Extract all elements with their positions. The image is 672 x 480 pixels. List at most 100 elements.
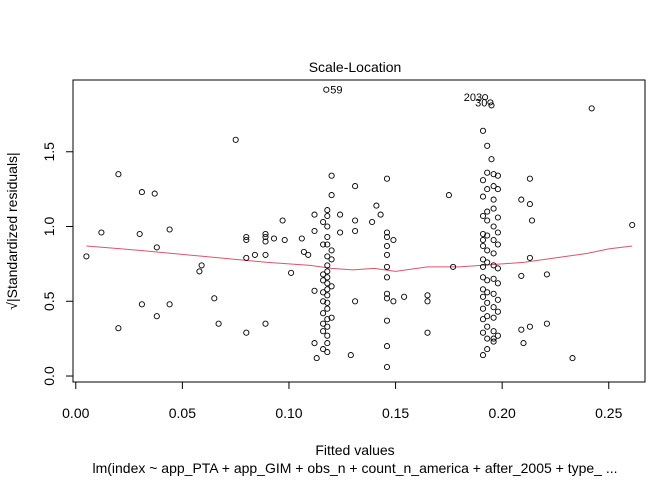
- data-point: [324, 340, 331, 347]
- data-point: [298, 235, 305, 242]
- data-point: [281, 236, 288, 244]
- data-point: [324, 292, 331, 299]
- data-point: [324, 286, 331, 293]
- x-tick-label: 0.15: [382, 405, 409, 421]
- data-point: [324, 332, 331, 339]
- x-tick-label: 0.00: [62, 405, 89, 421]
- data-point: [262, 238, 269, 245]
- data-point: [487, 99, 494, 106]
- data-point: [262, 251, 269, 258]
- data-point: [243, 233, 250, 241]
- data-point: [479, 274, 487, 281]
- data-point: [383, 295, 391, 302]
- data-point: [401, 293, 408, 300]
- data-point: [320, 241, 327, 248]
- data-point: [490, 338, 497, 345]
- data-point: [251, 251, 258, 258]
- y-tick-label: 1.0: [41, 217, 57, 237]
- data-point: [383, 317, 391, 324]
- data-point: [243, 329, 250, 336]
- data-point: [490, 290, 497, 297]
- data-point: [383, 274, 391, 281]
- x-axis: 0.00 0.05 0.10 0.15 0.20 0.25: [62, 381, 623, 421]
- data-point: [115, 171, 122, 178]
- data-point: [484, 208, 491, 215]
- data-point: [479, 212, 487, 220]
- data-point: [490, 275, 497, 282]
- data-point: [490, 328, 497, 335]
- data-point: [232, 136, 239, 143]
- data-point: [484, 277, 491, 284]
- data-point: [479, 256, 487, 263]
- data-point: [484, 142, 491, 149]
- data-point: [262, 233, 269, 241]
- data-point: [526, 254, 533, 261]
- data-point: [494, 186, 501, 193]
- data-point: [484, 186, 491, 193]
- data-point: [490, 171, 497, 178]
- data-point: [369, 218, 376, 226]
- data-point: [328, 283, 335, 290]
- data-point: [153, 244, 160, 251]
- data-point: [320, 320, 327, 327]
- data-point: [445, 192, 452, 199]
- data-point: [494, 214, 501, 221]
- smooth-line: [86, 245, 633, 272]
- data-point: [484, 299, 491, 306]
- x-tick-label: 0.20: [489, 405, 516, 421]
- data-point: [526, 201, 533, 208]
- data-point: [288, 269, 295, 276]
- data-point: [479, 230, 487, 238]
- data-point: [328, 172, 335, 179]
- data-point: [490, 196, 497, 203]
- data-point: [484, 247, 491, 254]
- data-point: [166, 301, 173, 308]
- data-point: [479, 293, 487, 300]
- data-point: [484, 289, 491, 296]
- data-point: [490, 250, 497, 257]
- data-point: [166, 226, 173, 233]
- data-point: [484, 335, 491, 342]
- data-point: [484, 323, 491, 330]
- data-point: [383, 251, 391, 258]
- data-point: [488, 102, 495, 109]
- data-point: [588, 105, 595, 112]
- x-tick-label: 0.10: [275, 405, 302, 421]
- data-point: [270, 235, 278, 242]
- data-point: [490, 183, 497, 190]
- data-point: [528, 217, 536, 224]
- data-point: [324, 241, 331, 248]
- data-point: [484, 313, 491, 320]
- data-point: [311, 340, 318, 347]
- data-point: [479, 193, 487, 200]
- data-point: [262, 230, 269, 238]
- chart-title: Scale-Location: [309, 59, 402, 75]
- y-axis: 0.0 0.5 1.0 1.5: [41, 142, 74, 386]
- data-point: [479, 286, 487, 293]
- data-point: [490, 335, 497, 342]
- data-point: [243, 236, 250, 244]
- points-layer: [83, 86, 636, 371]
- data-point: [352, 183, 359, 190]
- data-point: [479, 127, 487, 134]
- data-point: [494, 296, 501, 303]
- data-point: [383, 233, 391, 241]
- data-point: [526, 323, 533, 330]
- data-point: [320, 271, 327, 278]
- point-label-30: 30: [475, 97, 487, 109]
- y-axis-label: √|Standardized residuals|: [4, 152, 20, 309]
- data-point: [352, 227, 359, 235]
- data-point: [324, 262, 331, 269]
- data-point: [494, 172, 501, 179]
- data-point: [479, 316, 487, 323]
- data-point: [479, 263, 487, 270]
- data-point: [490, 304, 497, 311]
- data-point: [324, 349, 331, 356]
- data-point: [328, 247, 335, 254]
- data-point: [629, 221, 636, 229]
- data-point: [324, 233, 331, 241]
- data-point: [479, 329, 487, 336]
- data-point: [323, 86, 330, 93]
- data-point: [324, 223, 331, 230]
